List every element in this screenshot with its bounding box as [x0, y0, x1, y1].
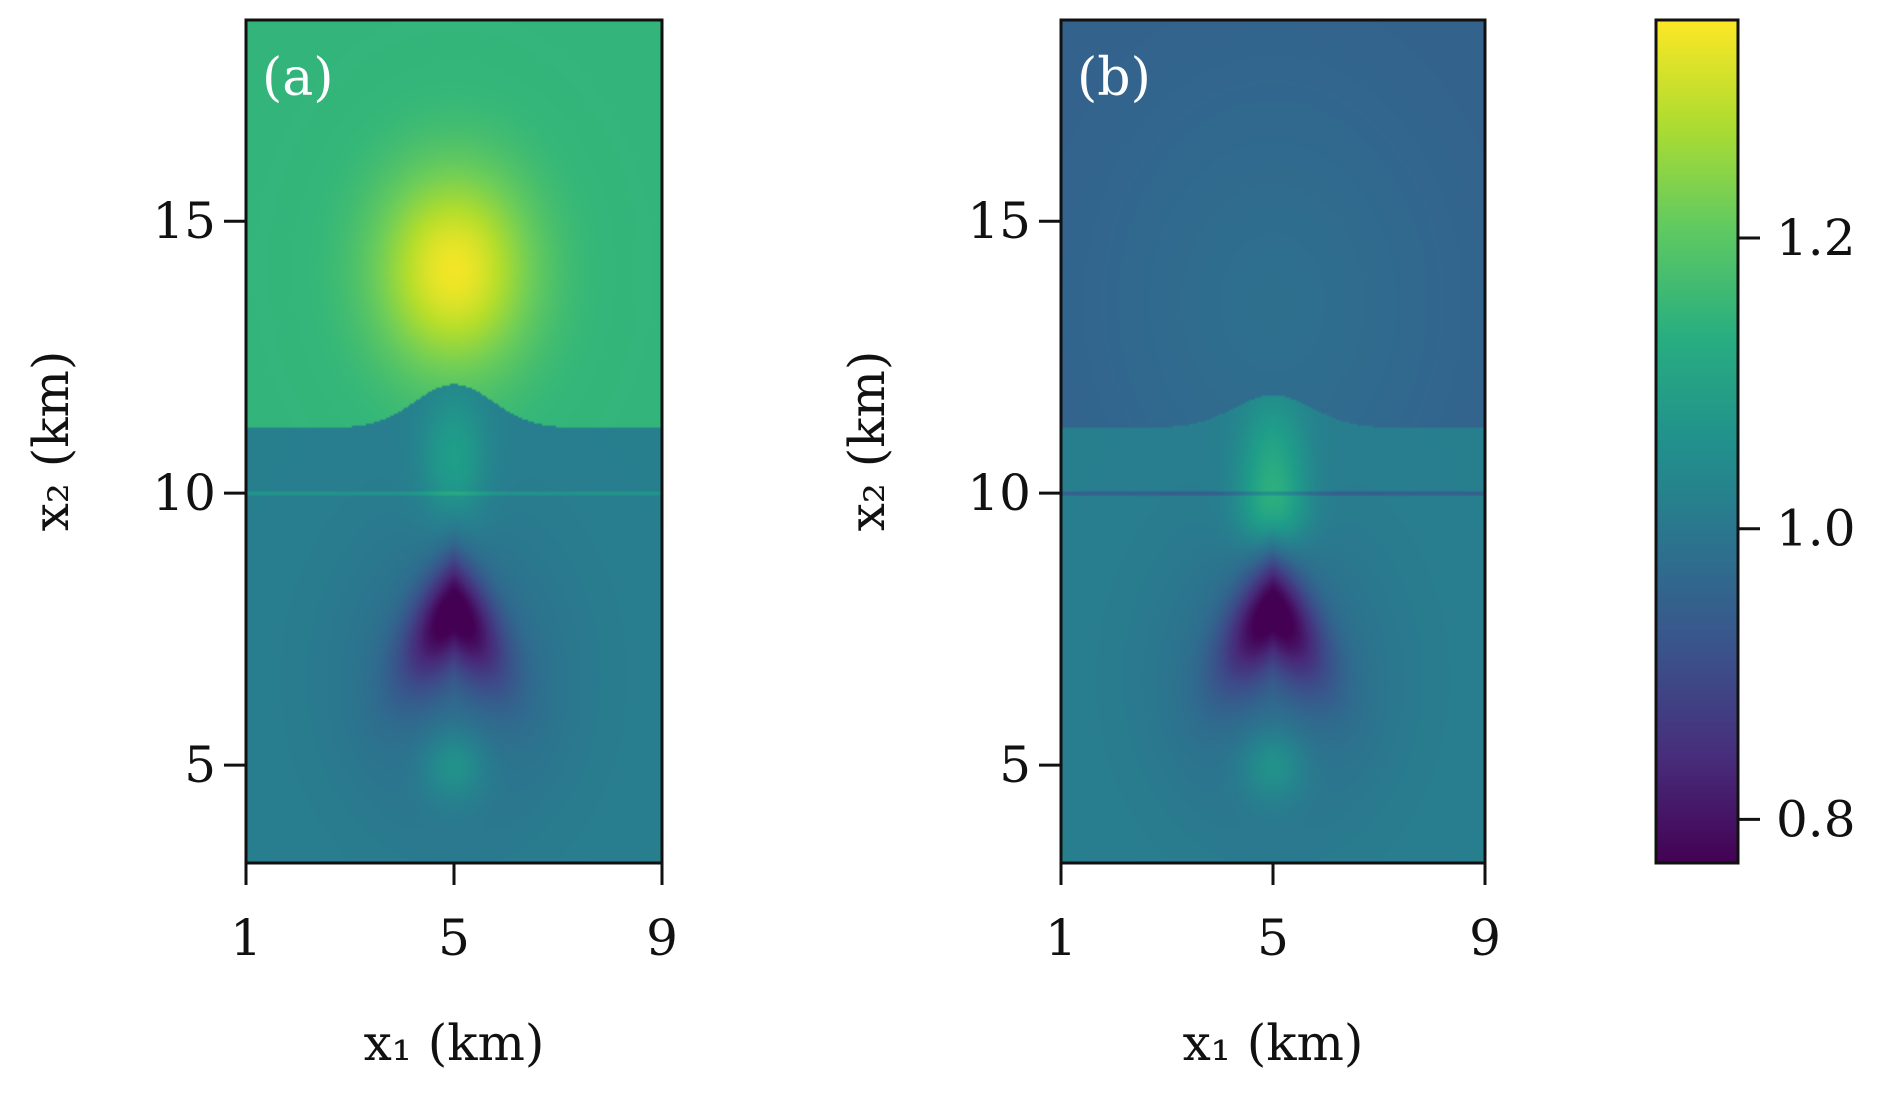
heatmap-a [246, 20, 662, 863]
ytick-label-a-2: 15 [152, 192, 216, 250]
xtick-label-b-1: 5 [1257, 909, 1289, 967]
colorbar-gradient [1654, 18, 1740, 865]
ylabel-b: x₂ (km) [838, 351, 896, 532]
xlabel-b: x₁ (km) [1183, 1014, 1364, 1072]
ylabel-a: x₂ (km) [22, 351, 80, 532]
xtick-label-b-2: 9 [1469, 909, 1501, 967]
panel-label-b: (b) [1077, 48, 1151, 108]
xtick-label-b-0: 1 [1045, 909, 1077, 967]
colorbar-ticks: 0.8 1.0 1.2 [1738, 209, 1856, 848]
ytick-label-a-0: 5 [184, 736, 216, 794]
ytick-label-b-2: 15 [967, 192, 1031, 250]
xtick-label-a-2: 9 [646, 909, 678, 967]
ytick-label-b-1: 10 [967, 464, 1031, 522]
ytick-label-a-1: 10 [152, 464, 216, 522]
xlabel-a: x₁ (km) [364, 1014, 545, 1072]
colorbar-tick-label-0: 0.8 [1776, 790, 1856, 848]
panel-label-a: (a) [262, 48, 334, 108]
heatmap-b [1061, 20, 1485, 863]
xtick-label-a-0: 1 [230, 909, 262, 967]
colorbar-tick-label-2: 1.2 [1776, 209, 1856, 267]
colorbar: 0.8 1.0 1.2 [1654, 18, 1856, 865]
ytick-label-b-0: 5 [999, 736, 1031, 794]
colorbar-tick-label-1: 1.0 [1776, 500, 1856, 558]
xtick-label-a-1: 5 [438, 909, 470, 967]
